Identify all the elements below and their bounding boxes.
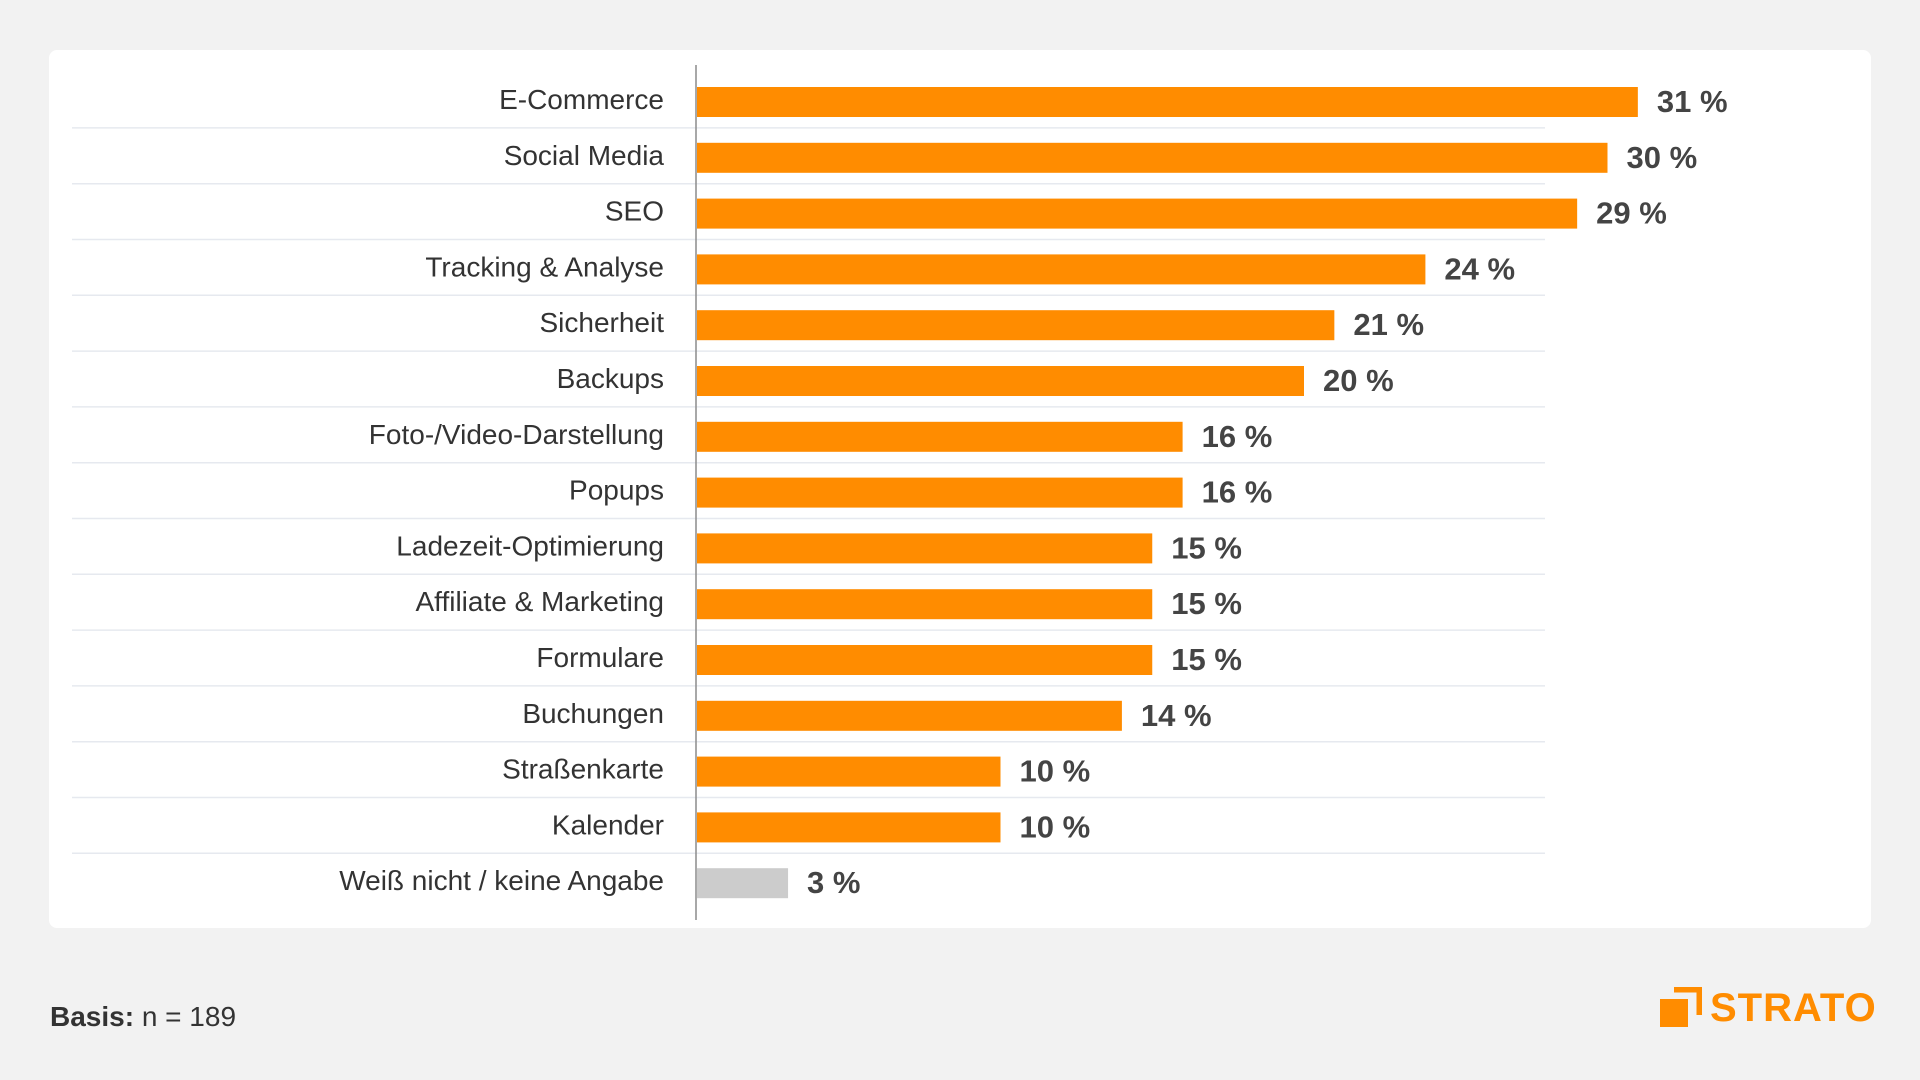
bar: [697, 645, 1153, 675]
category-label: E-Commerce: [499, 84, 664, 115]
category-label: Popups: [569, 475, 664, 506]
basis-label: Basis:: [50, 1001, 135, 1032]
bar: [697, 198, 1578, 229]
bar: [697, 254, 1426, 285]
category-label: Foto-/Video-Darstellung: [369, 419, 664, 450]
value-label: 15 %: [1171, 530, 1242, 565]
category-label: Ladezeit-Optimierung: [396, 530, 664, 561]
category-label: Tracking & Analyse: [425, 251, 664, 282]
category-label: Kalender: [552, 809, 664, 840]
bar: [697, 310, 1335, 341]
category-label: Straßenkarte: [502, 754, 664, 785]
category-label: Weiß nicht / keine Angabe: [339, 865, 664, 896]
bar-chart: E-Commerce 31 % Social Media 30 % SEO 29 % Tra…: [72, 65, 1728, 920]
chart-card: E-Commerce 31 % Social Media 30 % SEO 29 % Tra…: [49, 50, 1871, 928]
bar: [697, 533, 1153, 564]
bar: [697, 756, 1001, 787]
value-label: 24 %: [1444, 251, 1515, 286]
basis-note: Basis: n = 189: [50, 1001, 236, 1033]
category-label: Backups: [557, 363, 664, 394]
value-label: 3 %: [807, 865, 860, 900]
bar: [697, 421, 1183, 452]
value-label: 29 %: [1596, 196, 1667, 231]
bar: [697, 366, 1304, 396]
value-label: 21 %: [1353, 307, 1424, 342]
value-label: 16 %: [1202, 475, 1273, 510]
bar: [697, 142, 1608, 173]
bar: [697, 700, 1122, 731]
category-label: Formulare: [536, 642, 664, 673]
value-label: 31 %: [1657, 84, 1728, 119]
bar: [697, 589, 1153, 620]
category-label: Social Media: [504, 140, 665, 171]
category-label: Buchungen: [522, 698, 664, 729]
value-label: 14 %: [1141, 698, 1212, 733]
category-label: Sicherheit: [539, 307, 664, 338]
value-label: 10 %: [1020, 809, 1091, 844]
value-label: 10 %: [1020, 754, 1091, 789]
value-label: 15 %: [1171, 642, 1242, 677]
bar: [697, 868, 789, 899]
bar: [697, 812, 1001, 843]
strato-logo: STRATO: [1660, 984, 1877, 1032]
bar: [697, 87, 1638, 117]
strato-logo-text: STRATO: [1710, 985, 1877, 1030]
basis-value: n = 189: [141, 1001, 237, 1032]
value-label: 30 %: [1627, 140, 1698, 175]
value-label: 20 %: [1323, 363, 1394, 398]
value-label: 16 %: [1202, 419, 1273, 454]
value-label: 15 %: [1171, 586, 1242, 621]
strato-logo-mark-icon: [1660, 985, 1704, 1029]
bar: [697, 477, 1183, 508]
category-label: Affiliate & Marketing: [416, 586, 665, 617]
category-label: SEO: [605, 196, 664, 227]
